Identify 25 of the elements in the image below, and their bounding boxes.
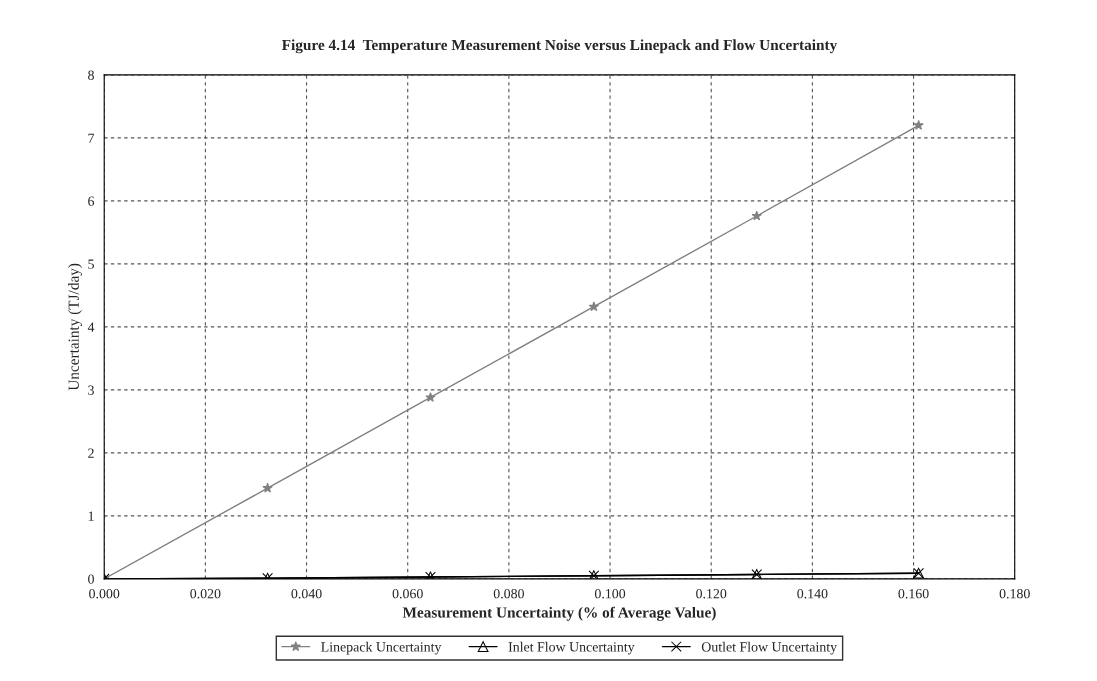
y-tick-label: 0 [88,574,94,584]
x-tick-label: 0.040 [291,588,322,599]
x-tick-label: 0.140 [797,588,828,599]
y-axis-title: Uncertainty (TJ/day) [68,263,82,391]
legend-label: Inlet Flow Uncertainty [508,641,635,655]
x-tick-label: 0.000 [89,588,120,599]
chart-title: Figure 4.14 Temperature Measurement Noise versus Linepack and Flow Uncertainty [281,39,838,54]
x-tick-label: 0.160 [898,588,929,599]
y-tick-label: 2 [88,448,94,458]
x-tick-label: 0.080 [493,588,524,599]
x-axis-title: Measurement Uncertainty (% of Average Value) [402,606,716,621]
legend-label: Outlet Flow Uncertainty [701,641,838,655]
x-tick-label: 0.020 [190,588,221,599]
y-tick-label: 8 [88,70,94,80]
x-tick-label: 0.180 [999,588,1030,599]
y-tick-label: 3 [88,385,94,395]
y-tick-label: 4 [87,322,95,332]
legend-label: Linepack Uncertainty [321,641,442,655]
y-tick-label: 6 [88,196,95,206]
y-tick-label: 5 [88,259,94,269]
x-tick-label: 0.060 [392,588,423,599]
y-tick-label: 1 [88,511,94,521]
x-tick-label: 0.120 [696,588,727,599]
x-tick-label: 0.100 [594,588,626,599]
y-tick-label: 7 [88,133,95,143]
